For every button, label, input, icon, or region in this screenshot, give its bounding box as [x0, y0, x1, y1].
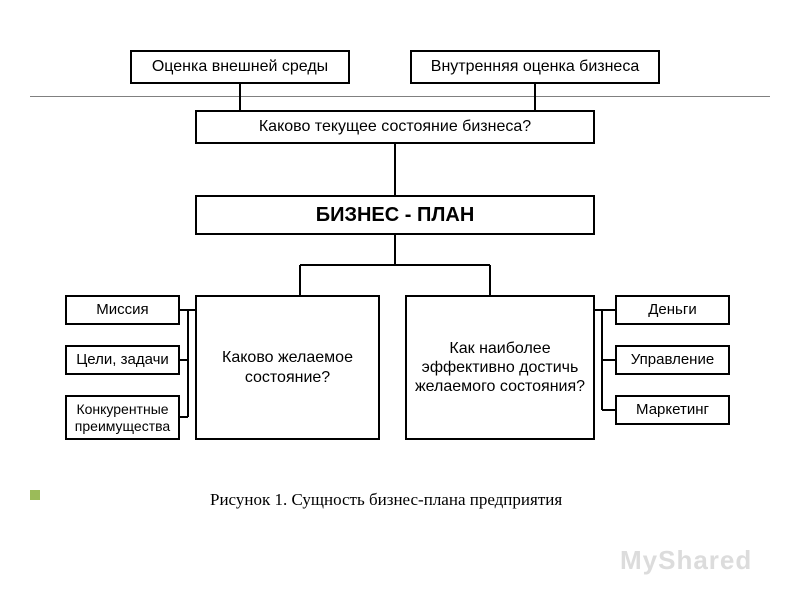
node-how-to-achieve: Как наиболее эффективно достичь желаемог…	[405, 295, 595, 440]
node-label: Каково желаемое состояние?	[203, 348, 372, 386]
figure-caption: Рисунок 1. Сущность бизнес-плана предпри…	[210, 490, 562, 510]
node-business-plan: БИЗНЕС - ПЛАН	[195, 195, 595, 235]
node-goals: Цели, задачи	[65, 345, 180, 375]
node-external-assessment: Оценка внешней среды	[130, 50, 350, 84]
node-label: Цели, задачи	[76, 351, 169, 369]
node-management: Управление	[615, 345, 730, 375]
node-desired-state: Каково желаемое состояние?	[195, 295, 380, 440]
node-current-state: Каково текущее состояние бизнеса?	[195, 110, 595, 144]
node-label: БИЗНЕС - ПЛАН	[316, 203, 475, 227]
node-label: Конкурентные преимущества	[73, 401, 172, 435]
node-label: Миссия	[96, 301, 148, 319]
node-label: Каково текущее состояние бизнеса?	[259, 117, 531, 136]
node-advantages: Конкурентные преимущества	[65, 395, 180, 440]
node-label: Оценка внешней среды	[152, 57, 328, 76]
divider-rule	[30, 96, 770, 97]
node-mission: Миссия	[65, 295, 180, 325]
node-label: Внутренняя оценка бизнеса	[431, 57, 639, 76]
node-label: Как наиболее эффективно достичь желаемог…	[413, 339, 587, 397]
slide-bullet	[30, 490, 40, 500]
node-label: Управление	[631, 351, 714, 369]
node-label: Деньги	[648, 301, 696, 319]
node-internal-assessment: Внутренняя оценка бизнеса	[410, 50, 660, 84]
caption-text: Рисунок 1. Сущность бизнес-плана предпри…	[210, 490, 562, 509]
watermark-text: MyShared	[620, 545, 752, 575]
watermark: MyShared	[620, 545, 752, 576]
node-marketing: Маркетинг	[615, 395, 730, 425]
node-money: Деньги	[615, 295, 730, 325]
node-label: Маркетинг	[636, 401, 709, 419]
